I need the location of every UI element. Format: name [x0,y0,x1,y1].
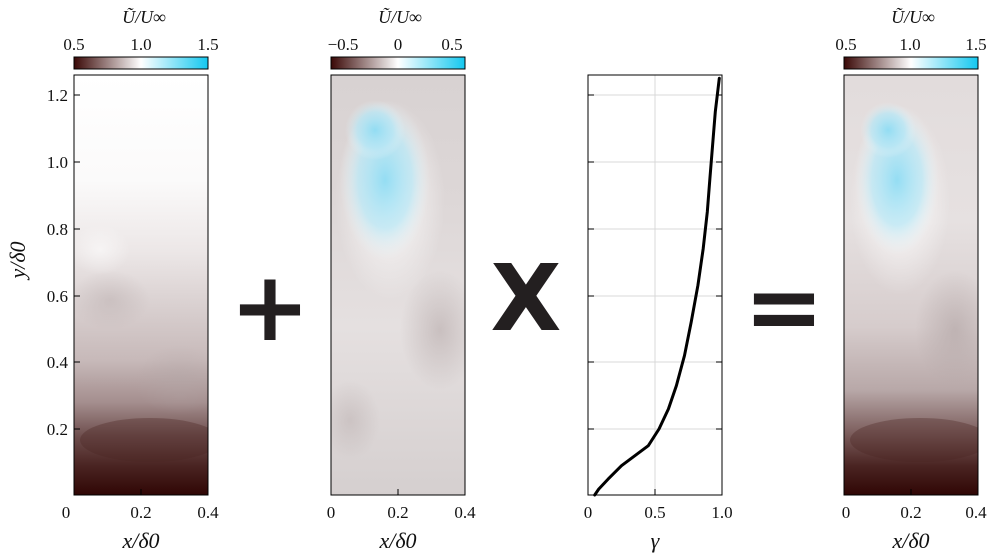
equals-operator: = [744,251,824,363]
x-axis-label: γ [651,528,661,553]
x-axis-result: 0 0.2 0.4 x/δ0 [842,489,987,553]
x-tick-label-0: 0 [584,503,593,522]
x-tick-label-0.2: 0.2 [900,503,921,522]
mean-field-texture [74,270,150,330]
mean-field-texture [135,345,208,415]
mean-field-texture [74,225,130,275]
colorbar-right-tick-0: 0.5 [835,35,856,54]
y-tick-label-0.8: 0.8 [47,220,68,239]
x-axis-label: x/δ0 [891,528,929,553]
colorbar-right-tick-2: 1.5 [965,35,986,54]
y-axis: 1.2 1.0 0.8 0.6 0.4 0.2 y/δ0 [5,86,80,439]
panel-mean-field: 1.2 1.0 0.8 0.6 0.4 0.2 y/δ0 0 0.2 0.4 x… [5,74,219,553]
colorbar-left-tick-0: 0.5 [63,35,84,54]
gamma-profile-line [593,76,721,497]
plus-operator: + [230,251,310,363]
x-tick-label-1.0: 1.0 [711,503,732,522]
colorbar-middle-label: Ũ/U∞ [378,7,422,27]
y-tick-label-1.2: 1.2 [47,86,68,105]
colorbar-right-tick-1: 1.0 [899,35,920,54]
y-tick-label-0.2: 0.2 [47,420,68,439]
result-field-texture [915,270,978,390]
x-tick-label-0.4: 0.4 [454,503,476,522]
x-tick-label-0.5: 0.5 [644,503,665,522]
panel-fluctuation-field: 0 0.2 0.4 x/δ0 [327,74,476,553]
panel-gamma-plot: 0 0.5 1.0 γ [584,74,733,553]
x-axis-mean: 0 0.2 0.4 x/δ0 [62,489,219,553]
x-axis-label: x/δ0 [121,528,159,553]
x-tick-label-0: 0 [327,503,336,522]
colorbar-left: Ũ/U∞ 0.5 1.0 1.5 [63,7,219,70]
y-tick-label-0.6: 0.6 [47,287,68,306]
colorbar-middle-tick-0: −0.5 [328,35,359,54]
x-tick-label-0.2: 0.2 [387,503,408,522]
colorbar-right: Ũ/U∞ 0.5 1.0 1.5 [835,7,987,70]
fluctuation-texture [400,270,465,390]
panel-result-field: 0 0.2 0.4 x/δ0 [842,74,987,553]
times-operator: X [491,245,562,352]
colorbar-left-label: Ũ/U∞ [122,7,166,27]
colorbar-right-label: Ũ/U∞ [891,7,935,27]
colorbar-middle-tick-2: 0.5 [441,35,462,54]
colorbar-middle: Ũ/U∞ −0.5 0 0.5 [328,7,466,70]
gamma-plot-frame [587,74,723,496]
x-axis-label: x/δ0 [378,528,416,553]
result-field-texture [850,418,978,462]
colorbar-middle-tick-1: 0 [394,35,403,54]
x-tick-label-0.4: 0.4 [197,503,219,522]
x-tick-label-0.4: 0.4 [965,503,987,522]
x-tick-label-0.2: 0.2 [130,503,151,522]
y-tick-label-0.4: 0.4 [47,353,69,372]
result-field-texture [860,102,916,158]
gamma-grid [588,75,722,495]
mean-field-texture [80,418,208,462]
x-axis-fluctuation: 0 0.2 0.4 x/δ0 [327,489,476,553]
x-axis-gamma: 0 0.5 1.0 γ [584,503,733,553]
colorbar-left-tick-1: 1.0 [130,35,151,54]
colorbar-left-tick-2: 1.5 [197,35,218,54]
fluctuation-texture [345,100,405,160]
x-tick-label-0: 0 [842,503,851,522]
fluctuation-texture [331,380,380,460]
y-tick-label-1.0: 1.0 [47,153,68,172]
colorbar-middle-gradient [330,56,466,70]
colorbar-left-gradient [73,56,209,70]
colorbar-right-gradient [843,56,979,70]
y-axis-label: y/δ0 [5,241,30,280]
gamma-y-ticks [588,94,722,495]
x-tick-label-0: 0 [62,503,71,522]
